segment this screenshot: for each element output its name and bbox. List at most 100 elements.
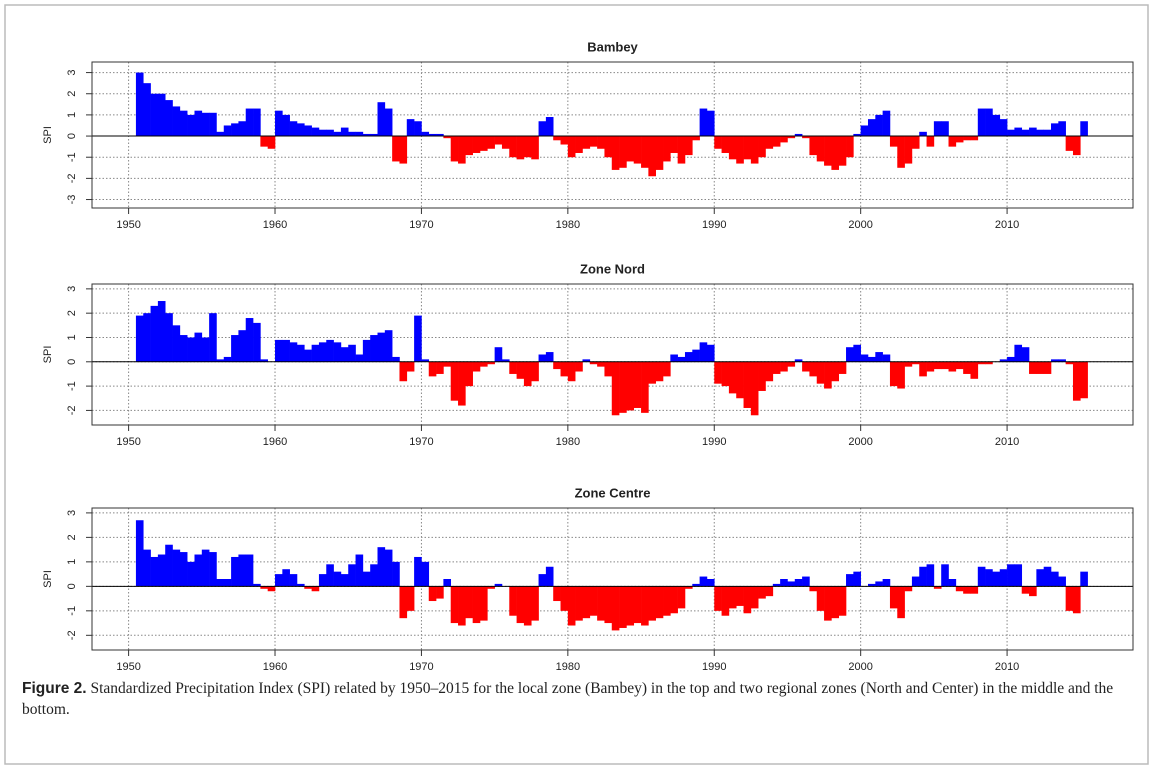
bar	[575, 586, 583, 621]
bar	[260, 586, 268, 589]
bar	[597, 586, 605, 621]
bar	[201, 112, 210, 137]
bar	[157, 554, 166, 587]
bar	[1014, 344, 1023, 362]
bar	[282, 114, 290, 137]
bar	[216, 131, 225, 137]
bar	[589, 586, 598, 616]
bar	[355, 354, 364, 362]
bar	[538, 574, 547, 587]
x-tick-label: 1960	[263, 219, 287, 231]
bar	[231, 123, 239, 137]
bar	[853, 344, 861, 362]
bar	[399, 136, 408, 164]
bar	[165, 313, 173, 362]
bar	[436, 361, 444, 374]
bar	[765, 136, 774, 149]
bar	[260, 136, 268, 147]
bar	[458, 136, 466, 164]
bar	[275, 339, 283, 362]
bar	[275, 574, 283, 587]
bar	[179, 110, 188, 137]
bar	[699, 108, 708, 137]
bar	[414, 556, 422, 587]
bar	[245, 108, 254, 137]
x-tick-label: 1960	[263, 436, 287, 448]
y-tick-label: -1	[66, 381, 78, 391]
bar	[824, 361, 832, 389]
bar	[941, 361, 949, 370]
bar	[787, 581, 796, 587]
bar	[531, 361, 539, 382]
bar	[538, 354, 547, 362]
bar	[414, 315, 422, 362]
bar	[809, 136, 818, 156]
bar	[977, 361, 986, 365]
bar	[1051, 123, 1059, 137]
bar	[311, 586, 320, 592]
bar	[582, 136, 591, 149]
bar	[677, 356, 686, 362]
bar	[1043, 361, 1052, 374]
bar	[670, 136, 678, 153]
bar	[1051, 571, 1059, 587]
bar	[985, 569, 993, 587]
y-tick-label: 3	[66, 510, 78, 516]
bar	[728, 361, 737, 394]
bar	[802, 361, 810, 372]
bar	[333, 131, 342, 137]
bar	[589, 361, 598, 365]
bar	[165, 544, 173, 587]
bar	[1080, 361, 1088, 399]
bar	[509, 136, 517, 158]
bar	[1065, 136, 1074, 151]
bar	[216, 359, 225, 362]
bar	[472, 361, 481, 372]
bar	[370, 133, 378, 137]
bar	[1007, 356, 1015, 362]
bar	[772, 361, 781, 374]
bar	[648, 136, 656, 177]
bar	[362, 133, 371, 137]
bar	[655, 136, 664, 170]
bar	[304, 586, 312, 589]
bar	[209, 112, 217, 137]
bar	[238, 554, 247, 587]
bar	[816, 361, 825, 384]
bar	[838, 136, 847, 166]
bar	[421, 359, 430, 362]
bar	[787, 136, 796, 139]
bar	[919, 566, 927, 587]
bar	[311, 127, 320, 137]
bar	[1058, 121, 1066, 137]
bar	[479, 361, 488, 367]
bar	[487, 586, 495, 589]
bar	[150, 556, 159, 587]
bar	[348, 344, 356, 362]
bar	[728, 586, 737, 609]
bar	[663, 361, 671, 377]
bar	[670, 586, 678, 614]
bar	[765, 586, 774, 597]
bar	[516, 361, 525, 379]
bar	[458, 586, 466, 626]
bar	[714, 361, 722, 384]
bar	[706, 110, 715, 137]
bar	[963, 586, 971, 594]
bar	[516, 136, 525, 160]
y-tick-label: 2	[66, 91, 78, 97]
bar	[589, 136, 598, 147]
bar	[157, 93, 166, 137]
x-tick-label: 2010	[995, 661, 1019, 673]
x-tick-label: 1950	[116, 661, 140, 673]
bar	[648, 361, 656, 384]
bar	[384, 330, 393, 362]
bar	[362, 571, 371, 587]
y-tick-label: 1	[66, 334, 78, 340]
bar	[611, 361, 620, 416]
y-tick-label: -1	[66, 606, 78, 616]
bar	[1072, 586, 1081, 614]
bar	[809, 586, 818, 592]
x-tick-label: 1980	[556, 661, 580, 673]
bar	[1080, 571, 1088, 587]
